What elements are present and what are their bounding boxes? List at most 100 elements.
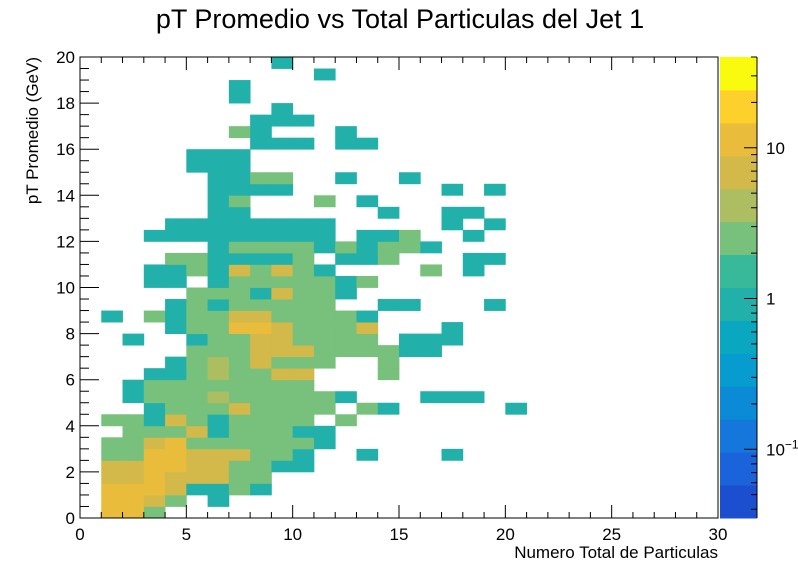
heatmap-cell bbox=[228, 80, 251, 92]
heatmap-cell bbox=[313, 299, 336, 311]
heatmap-cell bbox=[250, 437, 272, 450]
heatmap-cell bbox=[101, 437, 123, 450]
heatmap-cell bbox=[271, 252, 294, 265]
heatmap-cell bbox=[313, 241, 336, 254]
heatmap-cell bbox=[228, 425, 251, 438]
heatmap-cell bbox=[165, 310, 187, 323]
heatmap-cell bbox=[143, 483, 166, 496]
heatmap-cell bbox=[122, 448, 145, 461]
heatmap-cell bbox=[292, 252, 315, 265]
heatmap-cell bbox=[356, 241, 379, 254]
heatmap-cell bbox=[292, 437, 315, 450]
heatmap-cell bbox=[377, 345, 400, 358]
heatmap-cell bbox=[271, 299, 294, 311]
heatmap-cell bbox=[250, 241, 272, 254]
colorbar-band bbox=[720, 89, 757, 124]
heatmap-cell bbox=[122, 414, 145, 427]
heatmap-cell bbox=[228, 483, 251, 496]
heatmap-cell bbox=[313, 310, 336, 323]
colorbar-tick-label: 10−1 bbox=[766, 437, 798, 459]
heatmap-cell bbox=[165, 471, 187, 484]
heatmap-cell bbox=[250, 229, 272, 242]
heatmap-cell bbox=[292, 333, 315, 346]
heatmap-cell bbox=[207, 275, 230, 288]
heatmap-cell bbox=[420, 333, 442, 346]
colorbar-band bbox=[720, 353, 757, 387]
heatmap-cell bbox=[186, 299, 208, 311]
heatmap-cell bbox=[186, 483, 208, 496]
heatmap-cell bbox=[165, 356, 187, 369]
heatmap-cell bbox=[143, 494, 166, 507]
colorbar-band bbox=[720, 254, 757, 288]
heatmap-cell bbox=[165, 229, 187, 242]
y-tick-label: 12 bbox=[56, 232, 75, 251]
heatmap-cell bbox=[165, 483, 187, 496]
heatmap-cell bbox=[292, 356, 315, 369]
heatmap-cell bbox=[186, 425, 208, 438]
colorbar-band bbox=[720, 155, 757, 190]
heatmap-cell bbox=[335, 172, 357, 185]
heatmap-cell bbox=[228, 414, 251, 427]
heatmap-cell bbox=[271, 322, 294, 334]
heatmap-cell bbox=[420, 391, 442, 404]
heatmap-cell bbox=[313, 68, 336, 81]
heatmap-cell bbox=[420, 345, 442, 358]
heatmap-cell bbox=[462, 252, 485, 265]
y-tick-label: 10 bbox=[56, 279, 75, 298]
heatmap-cell bbox=[250, 310, 272, 323]
heatmap-cell bbox=[207, 195, 230, 208]
heatmap-cell bbox=[228, 126, 251, 139]
heatmap-cell bbox=[165, 437, 187, 450]
heatmap-cell bbox=[228, 195, 251, 208]
heatmap-cell bbox=[186, 471, 208, 484]
heatmap-cell bbox=[292, 218, 315, 231]
heatmap-cell bbox=[250, 345, 272, 358]
heatmap-cell bbox=[101, 414, 123, 427]
color-scale-bar: 10−1 1 10 bbox=[720, 56, 798, 519]
heatmap-cell bbox=[143, 414, 166, 427]
heatmap-cell bbox=[207, 345, 230, 358]
heatmap-cell bbox=[228, 368, 251, 381]
heatmap-cell bbox=[356, 195, 379, 208]
heatmap-cell bbox=[207, 494, 230, 507]
heatmap-cell bbox=[250, 368, 272, 381]
heatmap-cell bbox=[271, 310, 294, 323]
heatmap-cell bbox=[313, 229, 336, 242]
colorbar-band bbox=[720, 386, 757, 420]
y-tick-label: 18 bbox=[56, 94, 75, 113]
x-tick-label: 20 bbox=[496, 525, 515, 544]
heatmap-cell bbox=[250, 137, 272, 150]
heatmap-cell bbox=[207, 149, 230, 162]
heatmap-cell bbox=[356, 310, 379, 323]
heatmap-cell bbox=[143, 506, 166, 519]
heatmap-cell bbox=[356, 448, 379, 461]
heatmap-cell bbox=[335, 333, 357, 346]
y-tick-label: 16 bbox=[56, 140, 75, 159]
heatmap-cell bbox=[292, 379, 315, 392]
heatmap-cell bbox=[441, 391, 464, 404]
heatmap-cell bbox=[377, 368, 400, 381]
heatmap-cell bbox=[292, 448, 315, 461]
heatmap-cell bbox=[292, 402, 315, 415]
heatmap-cell bbox=[228, 310, 251, 323]
heatmap-cell bbox=[292, 322, 315, 334]
heatmap-cell bbox=[122, 506, 145, 519]
heatmap-cell bbox=[186, 252, 208, 265]
heatmap-cell bbox=[356, 229, 379, 242]
heatmap-cell bbox=[122, 471, 145, 484]
heatmap-cell bbox=[335, 391, 357, 404]
colorbar-band bbox=[720, 320, 757, 354]
heatmap-cell bbox=[250, 252, 272, 265]
heatmap-cell bbox=[228, 287, 251, 300]
heatmap-cell bbox=[186, 322, 208, 334]
heatmap-cell bbox=[101, 471, 123, 484]
heatmap-cell bbox=[377, 241, 400, 254]
heatmap-cell bbox=[186, 218, 208, 231]
heatmap-cell bbox=[313, 437, 336, 450]
heatmap-cell bbox=[207, 229, 230, 242]
heatmap-cell bbox=[228, 160, 251, 173]
heatmap-cell bbox=[186, 333, 208, 346]
heatmap-cell bbox=[271, 379, 294, 392]
heatmap-cell bbox=[228, 218, 251, 231]
heatmap-cell bbox=[101, 448, 123, 461]
